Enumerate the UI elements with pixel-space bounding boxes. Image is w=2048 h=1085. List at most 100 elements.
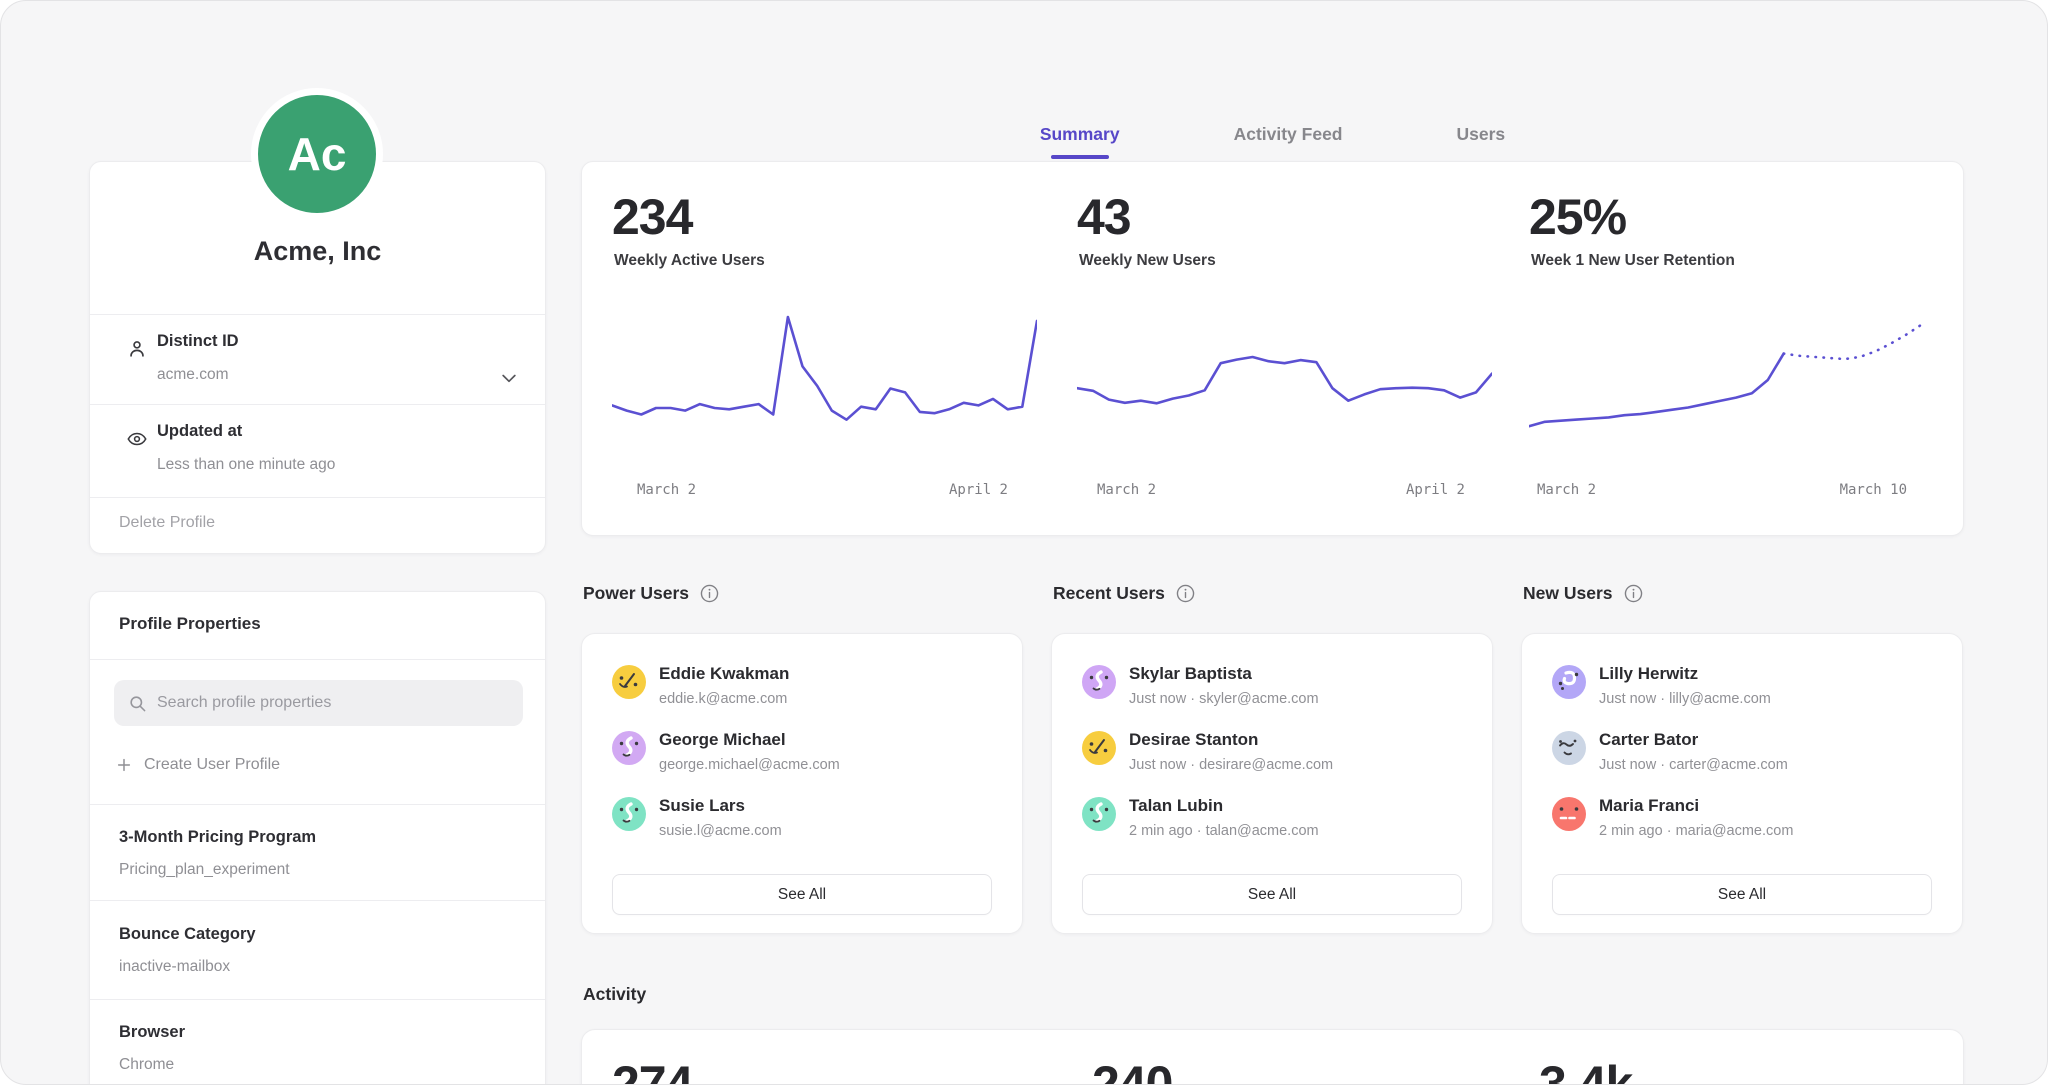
user-subtext: eddie.k@acme.com: [659, 691, 788, 707]
stat-week1-retention: 25% Week 1 New User Retention March 2 Ma…: [1529, 162, 1935, 535]
week1-retention-sparkline: [1529, 323, 1923, 428]
stat-value: 234: [612, 189, 693, 245]
user-subtext: Just now · lilly@acme.com: [1599, 691, 1771, 707]
user-subtext: Just now · desirare@acme.com: [1129, 757, 1334, 773]
x-tick: March 10: [1839, 482, 1907, 498]
power-users-title: Power Users: [583, 583, 690, 603]
user-row[interactable]: Carter Bator Just now · carter@acme.com: [1552, 729, 1932, 785]
user-row[interactable]: Skylar Baptista Just now · skyler@acme.c…: [1082, 663, 1462, 719]
user-row[interactable]: Lilly Herwitz Just now · lilly@acme.com: [1552, 663, 1932, 719]
plus-icon: [117, 758, 131, 772]
user-subtext: susie.l@acme.com: [659, 823, 782, 839]
tab-bar: Summary Activity Feed Users: [581, 109, 1964, 159]
power-users-card: Eddie Kwakman eddie.k@acme.com George Mi…: [581, 633, 1023, 934]
user-subtext: Just now · carter@acme.com: [1599, 757, 1788, 773]
user-subtext: 2 min ago · talan@acme.com: [1129, 823, 1319, 839]
profile-properties-search[interactable]: [114, 680, 523, 726]
person-icon: [130, 341, 144, 357]
divider: [90, 497, 545, 498]
stat-value: 43: [1077, 189, 1132, 245]
stat-value: 25%: [1529, 189, 1627, 245]
weekly-new-users-sparkline: [1077, 355, 1492, 405]
x-axis-labels: March 2 April 2: [1077, 482, 1497, 502]
user-name: Susie Lars: [659, 796, 745, 815]
property-name: 3-Month Pricing Program: [119, 828, 317, 846]
see-all-button[interactable]: See All: [612, 874, 992, 915]
tab-users-label: Users: [1456, 123, 1506, 144]
avatar: [1082, 797, 1116, 831]
see-all-button[interactable]: See All: [1082, 874, 1462, 915]
user-row[interactable]: Maria Franci 2 min ago · maria@acme.com: [1552, 795, 1932, 851]
user-name: Carter Bator: [1599, 730, 1699, 749]
user-row[interactable]: Desirae Stanton Just now · desirare@acme…: [1082, 729, 1462, 785]
info-icon[interactable]: [699, 583, 720, 604]
user-subtext: 2 min ago · maria@acme.com: [1599, 823, 1794, 839]
user-name: Eddie Kwakman: [659, 664, 790, 683]
divider: [90, 314, 545, 315]
user-row[interactable]: Eddie Kwakman eddie.k@acme.com: [612, 663, 992, 719]
tab-activity-feed[interactable]: Activity Feed: [1232, 116, 1345, 153]
profile-card: Acme, Inc Distinct ID acme.com Updated a…: [89, 161, 546, 554]
avatar: [612, 797, 646, 831]
create-user-profile-label: Create User Profile: [144, 756, 281, 773]
property-value: inactive-mailbox: [119, 958, 231, 975]
profile-properties-card: Profile Properties Create User Profile 3…: [89, 591, 546, 1084]
user-name: Desirae Stanton: [1129, 730, 1259, 749]
avatar: [1082, 665, 1116, 699]
user-row[interactable]: Talan Lubin 2 min ago · talan@acme.com: [1082, 795, 1462, 851]
stat-weekly-new-users: 43 Weekly New Users March 2 April 2: [1077, 162, 1497, 535]
avatar: [1082, 731, 1116, 765]
chevron-down-icon[interactable]: [499, 368, 519, 388]
info-icon[interactable]: [1175, 583, 1196, 604]
stat-label: Weekly Active Users: [614, 252, 765, 269]
profile-properties-title: Profile Properties: [119, 614, 261, 633]
stat-label: Weekly New Users: [1079, 252, 1216, 269]
company-avatar: Ac: [251, 88, 383, 220]
user-row[interactable]: George Michael george.michael@acme.com: [612, 729, 992, 785]
search-input[interactable]: [157, 694, 509, 712]
recent-users-title: Recent Users: [1053, 583, 1165, 603]
divider: [90, 659, 545, 660]
stat-label: Week 1 New User Retention: [1531, 252, 1735, 269]
x-tick: April 2: [1405, 482, 1465, 498]
user-name: Maria Franci: [1599, 796, 1700, 815]
activity-stat-value: 274: [612, 1056, 693, 1085]
user-row[interactable]: Susie Lars susie.l@acme.com: [612, 795, 992, 851]
distinct-id-value: acme.com: [157, 366, 229, 383]
property-name: Browser: [119, 1023, 186, 1041]
user-subtext: Just now · skyler@acme.com: [1129, 691, 1319, 707]
new-users-header: New Users: [1523, 583, 1644, 604]
divider: [90, 900, 545, 901]
x-axis-labels: March 2 April 2: [612, 482, 1040, 502]
tab-summary[interactable]: Summary: [1038, 116, 1122, 159]
x-axis-labels: March 2 March 10: [1529, 482, 1935, 502]
tab-users[interactable]: Users: [1455, 116, 1508, 153]
avatar: [1552, 797, 1586, 831]
user-name: Lilly Herwitz: [1599, 664, 1699, 683]
property-name: Bounce Category: [119, 925, 256, 943]
x-tick: March 2: [637, 482, 697, 498]
activity-title: Activity: [583, 984, 647, 1004]
new-users-title: New Users: [1523, 583, 1613, 603]
property-value: Pricing_plan_experiment: [119, 861, 290, 878]
activity-stat-value: 240: [1092, 1056, 1173, 1085]
delete-profile-button[interactable]: Delete Profile: [119, 514, 216, 531]
stat-weekly-active-users: 234 Weekly Active Users March 2 April 2: [612, 162, 1040, 535]
see-all-button[interactable]: See All: [1552, 874, 1932, 915]
avatar: [1552, 665, 1586, 699]
create-user-profile-button[interactable]: Create User Profile: [116, 756, 280, 774]
avatar: [1552, 731, 1586, 765]
activity-card: 274 240 3.4k: [581, 1029, 1964, 1085]
divider: [90, 999, 545, 1000]
company-name: Acme, Inc: [253, 236, 382, 266]
activity-stat-value: 3.4k: [1539, 1056, 1633, 1085]
tab-activity-feed-label: Activity Feed: [1233, 123, 1343, 144]
info-icon[interactable]: [1623, 583, 1644, 604]
x-tick: March 2: [1537, 482, 1597, 498]
active-tab-underline: [1050, 154, 1109, 159]
avatar: [612, 665, 646, 699]
divider: [90, 804, 545, 805]
user-subtext: george.michael@acme.com: [659, 757, 840, 773]
x-tick: March 2: [1097, 482, 1157, 498]
